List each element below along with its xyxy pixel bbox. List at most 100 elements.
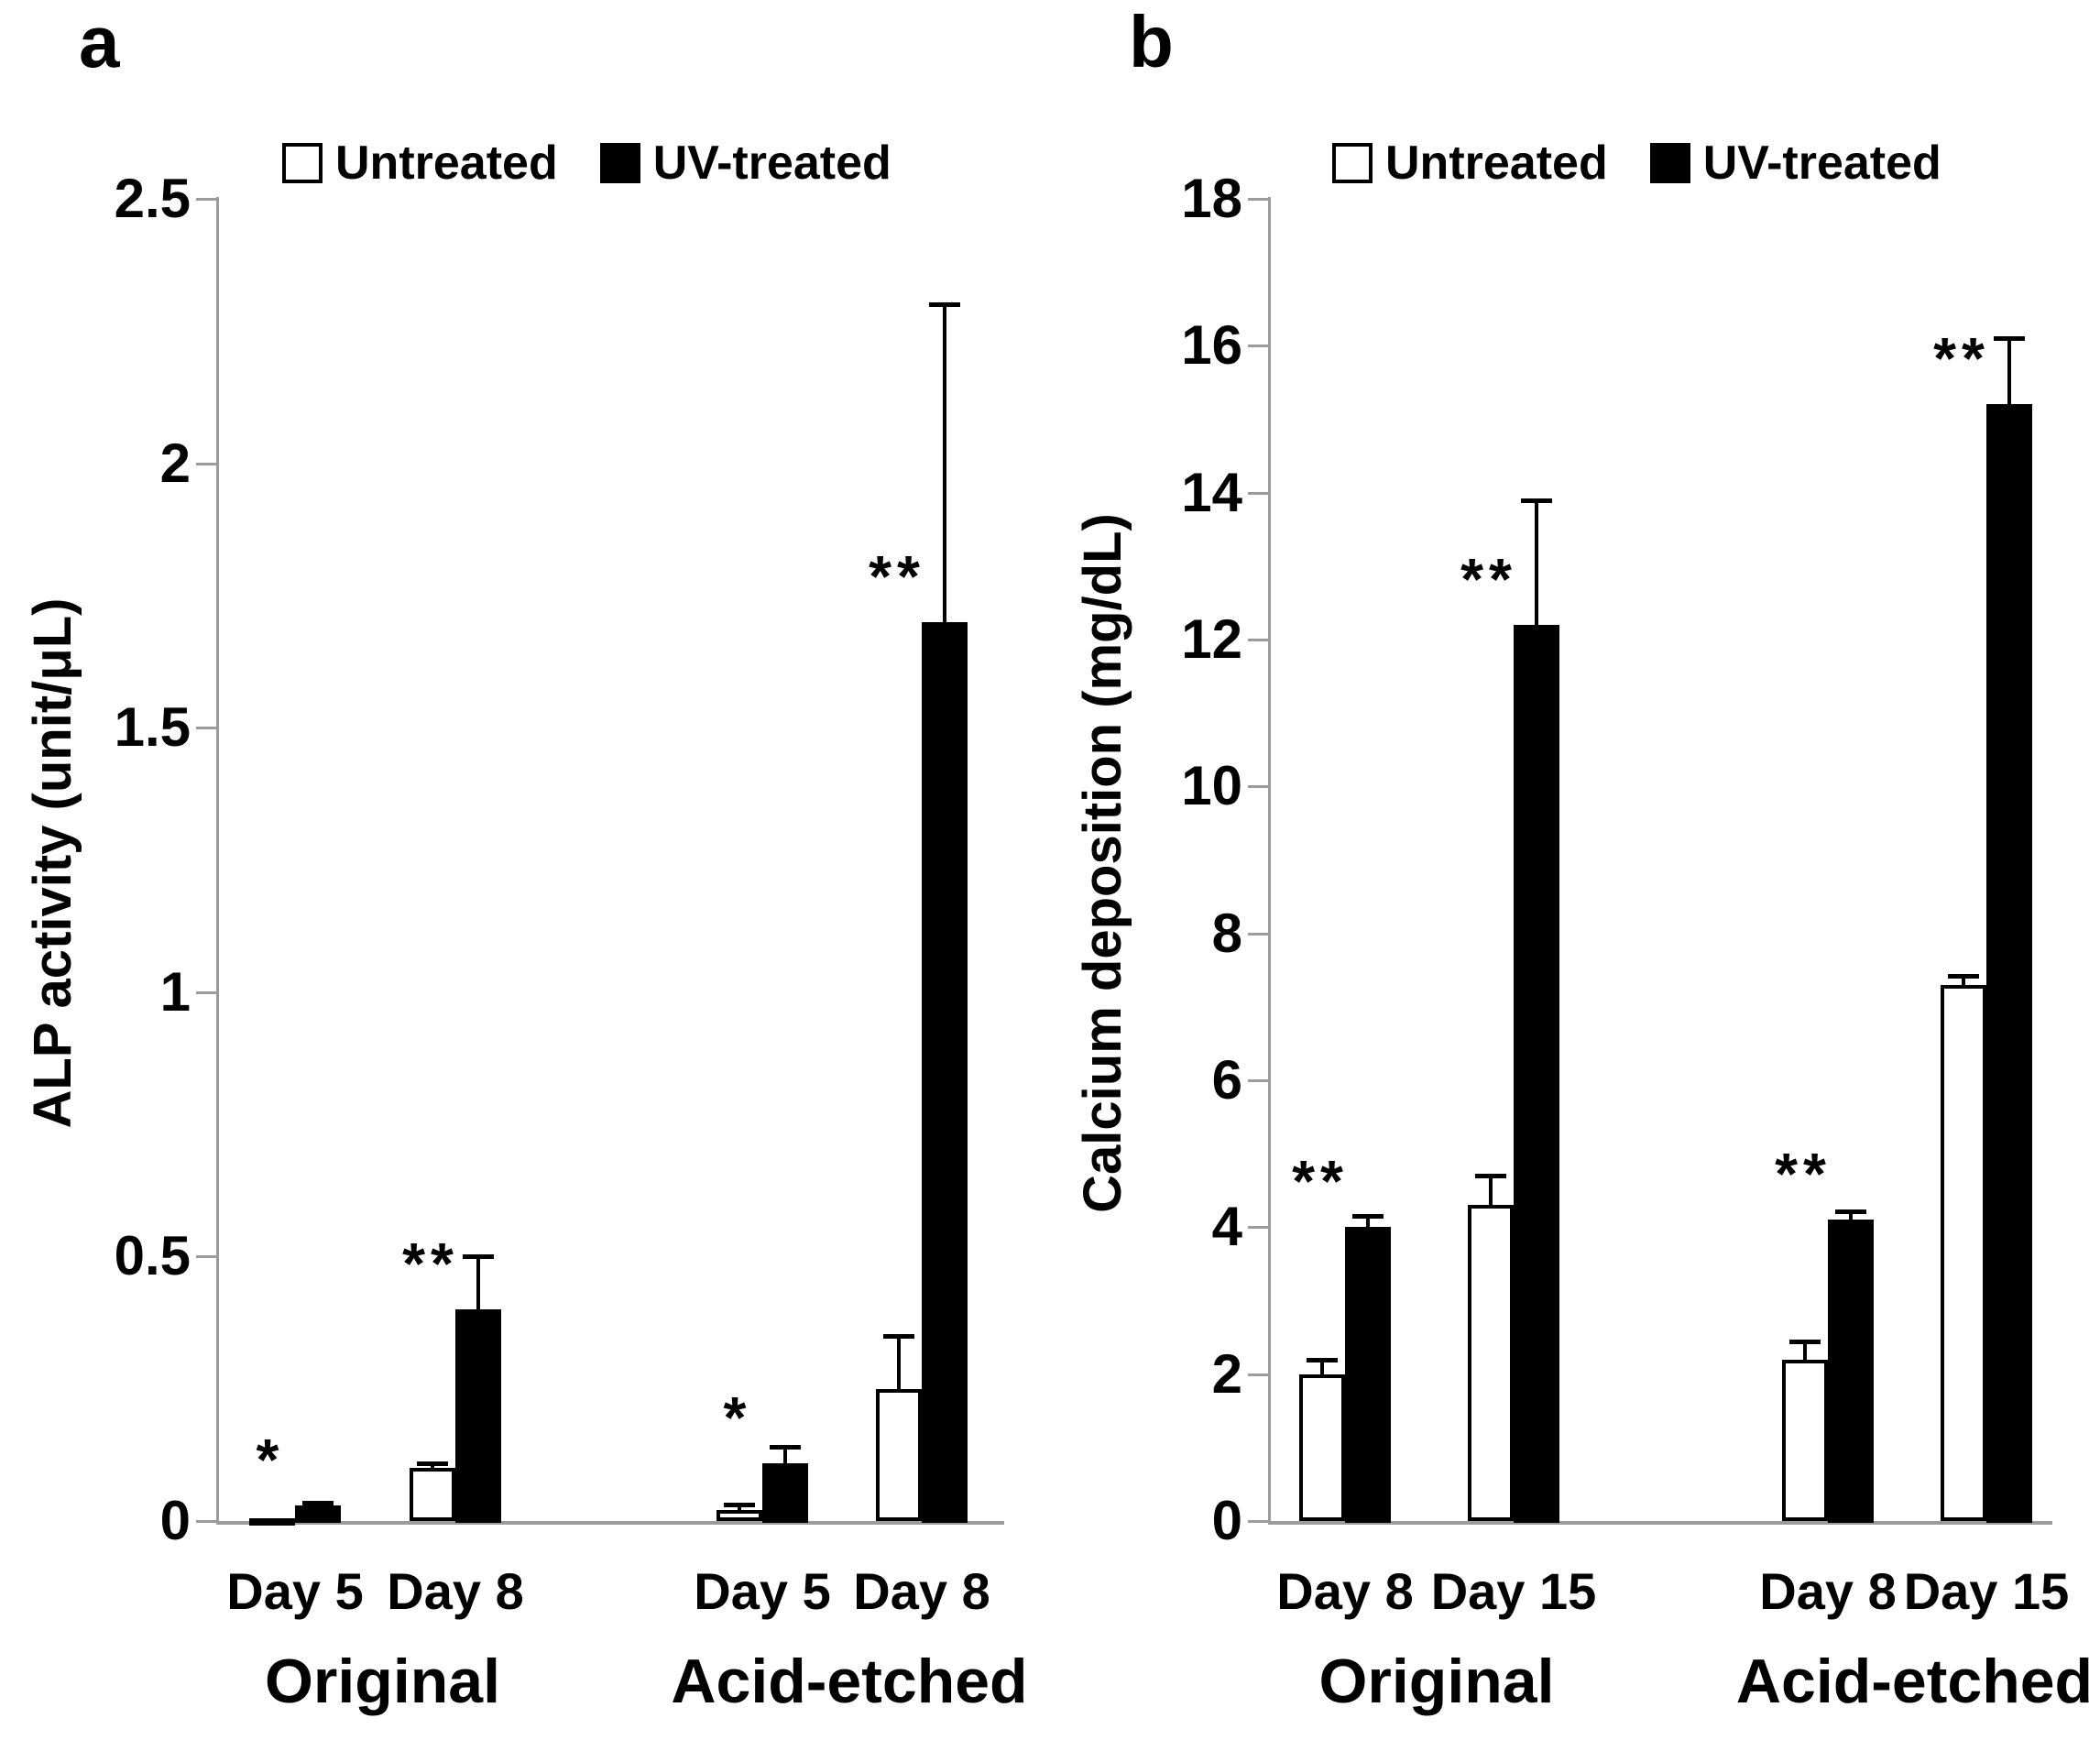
panel-b: b Calcium deposition (mg/dL) Untreated U… [1050,0,2100,1740]
error-bar-cap [883,1333,914,1339]
x-category-label: Day 8 [1276,1562,1414,1620]
error-bar [1535,499,1538,627]
y-tick-label: 0 [1211,1490,1242,1551]
bar-untreated [1941,984,1986,1521]
panel-label-a: a [79,1,120,82]
error-bar-cap [1352,1214,1384,1220]
bar-uv-treated [295,1505,341,1523]
plot-area-a: 0 0.5 1 1.5 2 2.5 * Day 5 ** Day 8 * Day 5 ** Day 8 Or… [114,168,1028,1716]
y-tick [196,462,216,465]
x-category-label: Day 8 [853,1562,990,1620]
error-bar [1803,1341,1807,1362]
y-tick-label: 8 [1211,902,1242,964]
bar-untreated [410,1468,455,1521]
x-category-label: Day 8 [387,1562,524,1620]
error-bar [431,1462,434,1471]
error-bar-cap [929,302,960,308]
legend-swatch-uv-treated-icon [599,143,640,183]
y-tick-label: 4 [1211,1196,1242,1258]
error-bar [1489,1176,1493,1208]
bar-uv-treated [1828,1220,1874,1523]
y-tick [1248,1079,1268,1082]
group-label: Acid-etched [1735,1647,2094,1716]
y-tick-label: 18 [1181,168,1242,229]
error-bar-cap [1475,1174,1506,1179]
error-bar-cap [1948,974,1979,979]
error-bar-cap [463,1254,494,1260]
error-bar [1962,976,1965,987]
x-axis-line [1268,1521,2052,1525]
significance-marker: * [256,1426,285,1493]
legend-label-untreated: Untreated [335,137,558,190]
y-tick [1248,1226,1268,1230]
legend-label-uv-treated: UV-treated [652,137,891,190]
bar-untreated [1468,1205,1514,1521]
x-category-label: Day 8 [1759,1562,1897,1620]
y-tick [196,198,216,201]
y-tick [1248,345,1268,348]
plot-area-b: 0 2 4 6 8 10 12 14 16 18 ** Day 8 ** Day 15 ** Day 8 ** D… [1050,0,2100,1740]
significance-marker: ** [402,1231,459,1297]
error-bar-cap [724,1502,755,1507]
x-category-label: Day 15 [1903,1562,2070,1620]
bar-untreated [876,1388,922,1521]
bar-uv-treated [762,1462,808,1523]
bar-uv-treated [1514,624,1559,1523]
error-bar [783,1447,787,1465]
significance-marker: ** [1292,1148,1349,1215]
bar-uv-treated [1986,404,2032,1523]
bar-untreated [249,1518,295,1526]
y-tick-label: 2 [1211,1342,1242,1405]
significance-marker: ** [1460,545,1517,612]
bar-uv-treated [1345,1227,1391,1523]
group-label: Original [265,1647,500,1716]
error-bar-cap [417,1461,448,1466]
error-bar-cap [1789,1339,1821,1344]
error-bar-cap [302,1500,334,1505]
legend-swatch-untreated-icon [282,143,323,183]
error-bar [1849,1210,1853,1222]
y-tick [1248,639,1268,641]
legend-b: Untreated UV-treated [1332,136,1941,191]
y-tick-label: 0.5 [114,1225,191,1287]
bar-uv-treated [455,1309,501,1523]
panel-a: a ALP activity (unit/μL) Untreated UV-tr… [23,1,1028,1716]
y-tick-label: 14 [1181,461,1242,523]
significance-marker: ** [1775,1141,1832,1208]
group-label: Original [1318,1647,1555,1716]
y-tick [1248,1520,1268,1523]
bar-uv-treated [922,621,968,1523]
y-tick [1248,1373,1268,1376]
significance-marker: ** [869,542,925,609]
y-tick-label: 2.5 [114,168,191,229]
error-bar [897,1335,901,1391]
error-bar-cap [770,1445,801,1450]
error-bar-cap [1521,498,1552,503]
error-bar [476,1256,480,1312]
y-tick-label: 1.5 [114,696,191,759]
legend-label-uv-treated: UV-treated [1702,137,1941,190]
x-category-label: Day 5 [694,1562,831,1620]
legend-a: Untreated UV-treated [282,136,891,191]
y-tick [196,990,216,994]
bar-untreated [1782,1359,1828,1521]
y-tick [1248,785,1268,789]
y-tick-label: 0 [159,1490,191,1551]
legend-swatch-uv-treated-icon [1649,143,1690,183]
y-tick-label: 6 [1211,1049,1242,1111]
legend-label-untreated: Untreated [1385,137,1608,190]
y-tick [1248,198,1268,201]
error-bar-cap [1835,1209,1866,1214]
y-tick-label: 12 [1181,608,1242,670]
y-tick [196,1255,216,1259]
y-tick [1248,491,1268,495]
x-category-label: Day 15 [1430,1562,1597,1620]
x-axis-line [216,1521,1004,1525]
error-bar [1320,1359,1324,1376]
group-label: Acid-etched [671,1647,1028,1716]
y-tick [1248,932,1268,936]
y-tick-label: 2 [159,432,191,494]
y-axis-line [1268,197,1271,1523]
significance-marker: * [723,1384,752,1450]
